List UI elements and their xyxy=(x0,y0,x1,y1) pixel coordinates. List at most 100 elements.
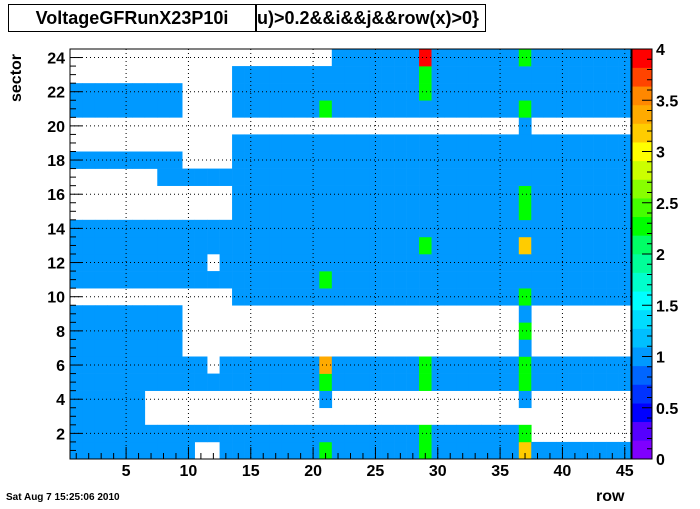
heatmap-cell xyxy=(568,151,582,169)
heatmap-cell xyxy=(331,202,345,221)
color-bar-swatch xyxy=(632,309,652,329)
heatmap-cell xyxy=(144,441,158,460)
heatmap-cell xyxy=(593,236,607,255)
heatmap-cell xyxy=(568,66,582,84)
heatmap-cell xyxy=(406,83,420,101)
heatmap-cell xyxy=(493,288,507,306)
heatmap-cell xyxy=(481,236,495,255)
y-tick-label: 8 xyxy=(56,324,65,341)
heatmap-cell xyxy=(269,373,283,391)
heatmap-cell xyxy=(531,219,545,238)
heatmap-cell xyxy=(593,271,607,289)
heatmap-cell xyxy=(618,219,632,238)
heatmap-cell xyxy=(107,339,121,357)
heatmap-cell xyxy=(169,151,183,169)
heatmap-cell xyxy=(518,424,532,443)
heatmap-cell xyxy=(157,356,171,374)
color-bar-swatch xyxy=(632,216,652,236)
heatmap-cell xyxy=(518,185,532,204)
heatmap-cell xyxy=(481,168,495,186)
heatmap-cell xyxy=(132,407,146,426)
x-tick-label: 25 xyxy=(367,463,385,480)
heatmap-cell xyxy=(581,168,594,186)
heatmap-cell xyxy=(581,373,594,391)
y-tick-label: 18 xyxy=(47,153,65,170)
heatmap-cell xyxy=(618,83,632,101)
heatmap-cell xyxy=(356,288,370,306)
heatmap-cell xyxy=(593,185,607,204)
heatmap-cell xyxy=(269,254,283,272)
heatmap-cell xyxy=(518,339,532,357)
heatmap-cell xyxy=(70,339,83,357)
heatmap-cell xyxy=(394,168,407,186)
heatmap-cell xyxy=(306,271,320,289)
heatmap-cell xyxy=(381,202,395,221)
heatmap-cell xyxy=(356,100,370,118)
heatmap-cell xyxy=(294,356,308,374)
heatmap-cell xyxy=(593,134,607,152)
x-tick-label: 15 xyxy=(242,463,260,480)
color-bar-swatch xyxy=(632,291,652,311)
heatmap-cell xyxy=(381,288,395,306)
heatmap-cell xyxy=(219,236,233,255)
heatmap-cell xyxy=(157,83,171,101)
heatmap-cell xyxy=(618,134,632,152)
heatmap-cell xyxy=(606,185,619,204)
heatmap-cell xyxy=(481,271,495,289)
heatmap-cell xyxy=(518,356,532,374)
heatmap-cell xyxy=(70,373,83,391)
heatmap-cell xyxy=(381,151,395,169)
heatmap-cell xyxy=(606,288,619,306)
heatmap-cell xyxy=(219,356,233,374)
heatmap-cell xyxy=(606,151,619,169)
heatmap-cell xyxy=(531,271,545,289)
heatmap-cell xyxy=(294,66,308,84)
heatmap-cell xyxy=(169,373,183,391)
heatmap-cell xyxy=(269,83,283,101)
color-bar-swatch xyxy=(632,104,652,124)
heatmap-cell xyxy=(182,219,195,238)
heatmap-cell xyxy=(369,271,382,289)
heatmap-cell xyxy=(281,288,295,306)
heatmap-cell xyxy=(618,100,632,118)
heatmap-cell xyxy=(294,168,308,186)
heatmap-cell xyxy=(257,236,270,255)
heatmap-cell xyxy=(581,441,594,460)
heatmap-cell xyxy=(406,66,420,84)
heatmap-cell xyxy=(381,236,395,255)
heatmap-cell xyxy=(394,236,407,255)
heatmap-cell xyxy=(194,168,208,186)
heatmap-cell xyxy=(356,202,370,221)
heatmap-cell xyxy=(493,151,507,169)
heatmap-cell xyxy=(606,168,619,186)
heatmap-cell xyxy=(419,219,432,238)
heatmap-cell xyxy=(82,100,96,118)
heatmap-cell xyxy=(618,185,632,204)
heatmap-cell xyxy=(194,254,208,272)
heatmap-cell xyxy=(556,134,569,152)
heatmap-cell xyxy=(281,219,295,238)
heatmap-cell xyxy=(369,288,382,306)
heatmap-cell xyxy=(281,185,295,204)
color-bar-label: 0 xyxy=(656,452,665,469)
heatmap-cell xyxy=(381,185,395,204)
heatmap-cell xyxy=(606,373,619,391)
heatmap-cell xyxy=(269,424,283,443)
heatmap-cell xyxy=(481,219,495,238)
heatmap-cell xyxy=(543,373,557,391)
heatmap-cell xyxy=(306,219,320,238)
heatmap-cell xyxy=(493,373,507,391)
heatmap-cell xyxy=(281,83,295,101)
heatmap-cell xyxy=(269,66,283,84)
heatmap-cell xyxy=(294,100,308,118)
heatmap-cell xyxy=(306,288,320,306)
heatmap-cell xyxy=(294,373,308,391)
heatmap-cell xyxy=(419,236,432,255)
heatmap-cell xyxy=(518,373,532,391)
heatmap-cell xyxy=(257,66,270,84)
heatmap-cell xyxy=(406,202,420,221)
heatmap-cell xyxy=(82,339,96,357)
color-bar-swatch xyxy=(632,49,652,68)
heatmap-cell xyxy=(144,219,158,238)
heatmap-cell xyxy=(169,168,183,186)
